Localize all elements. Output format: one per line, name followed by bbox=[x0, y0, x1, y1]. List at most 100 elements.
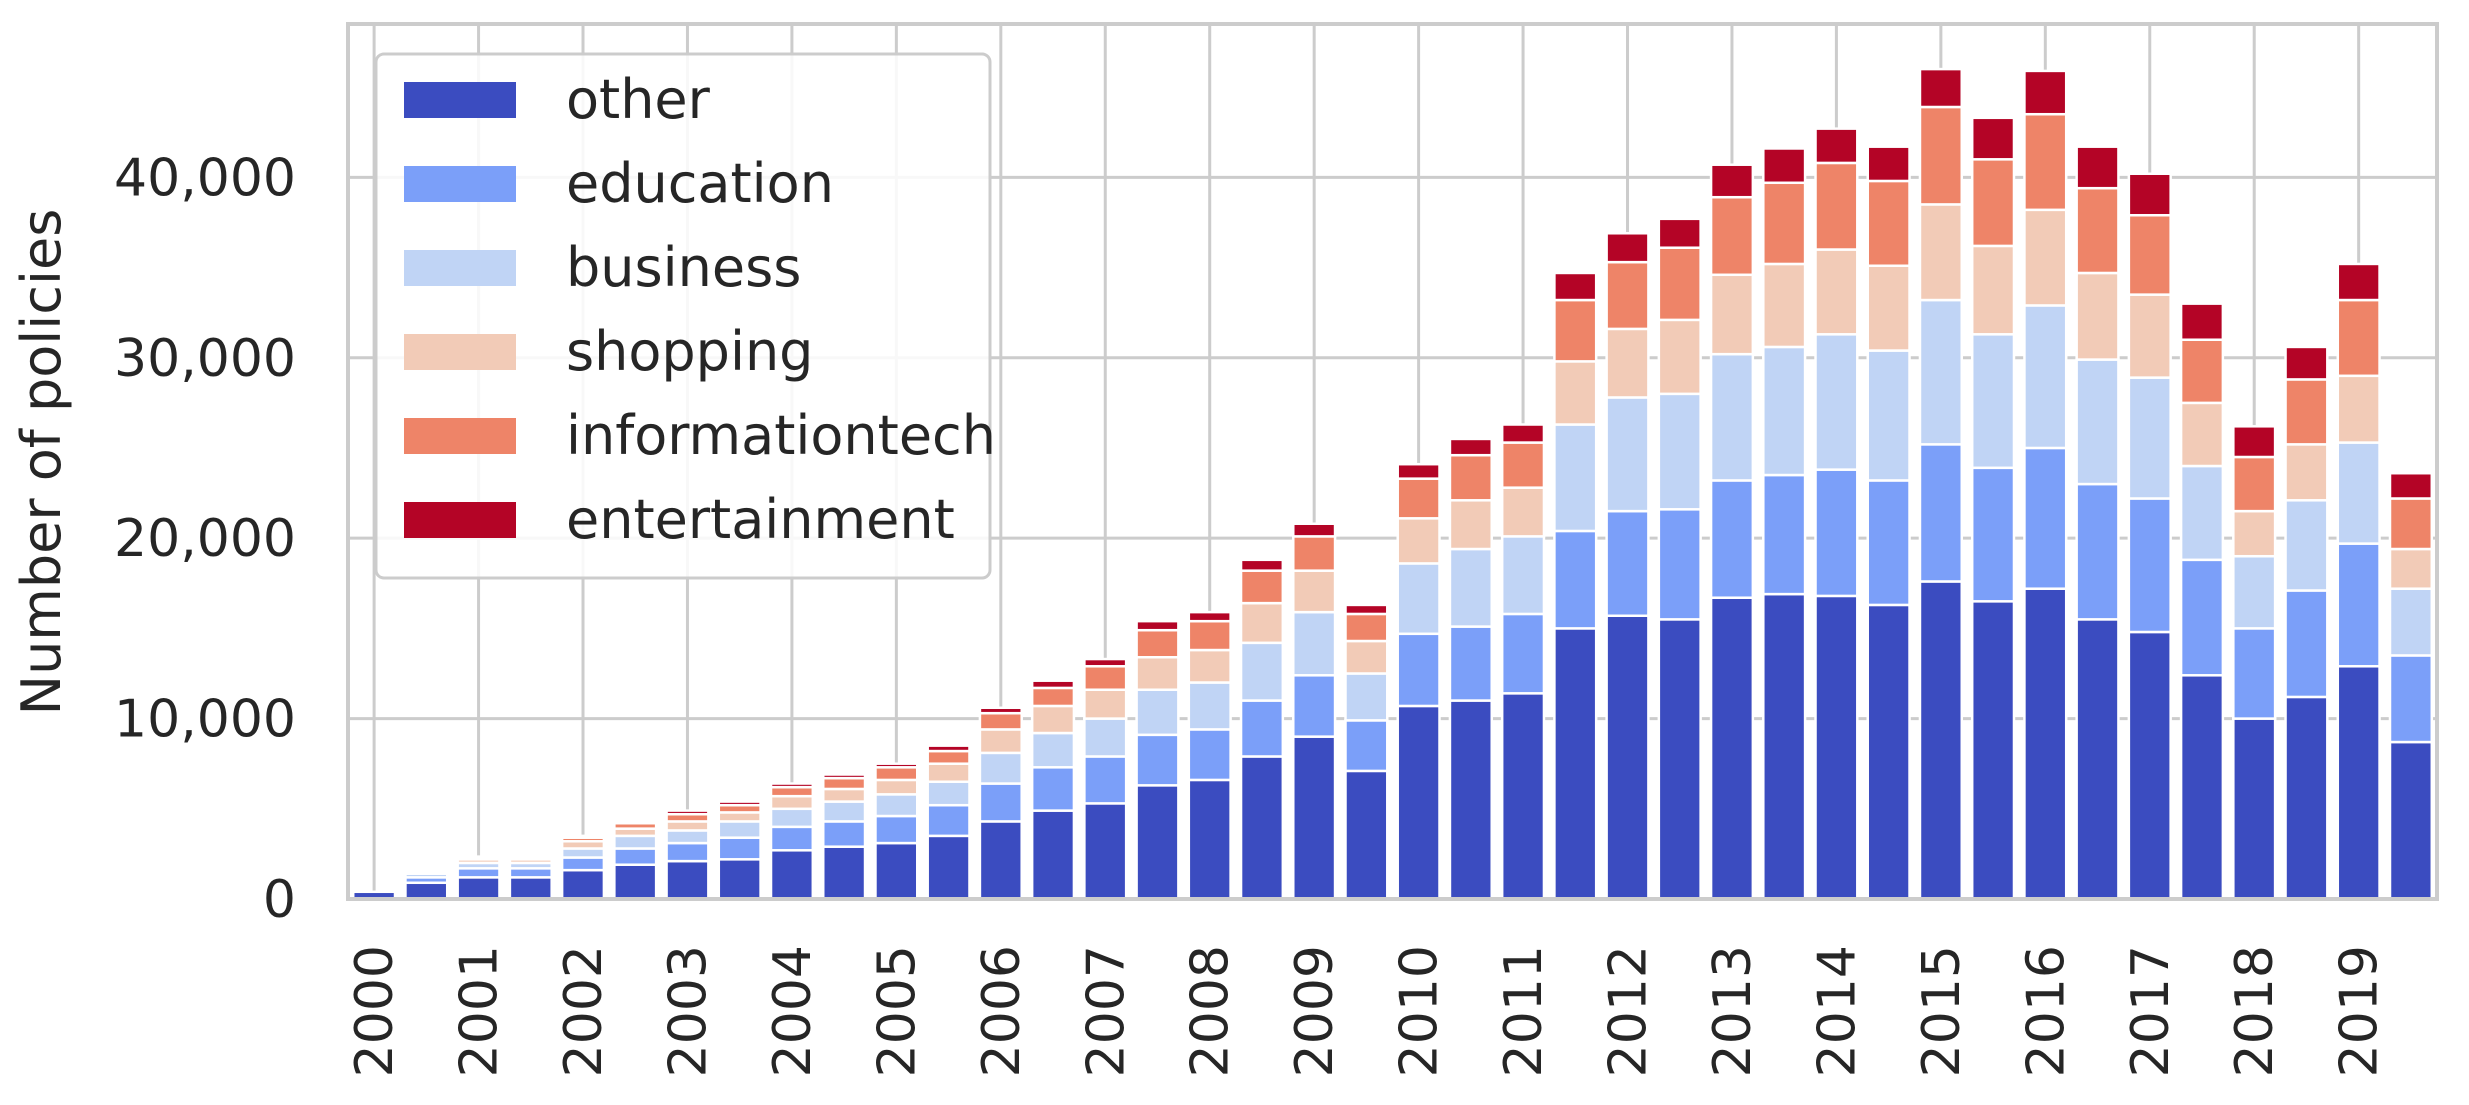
bar-informationtech-2018a bbox=[2232, 455, 2277, 513]
bar-shopping-2012a bbox=[1605, 327, 1650, 399]
bar-shopping-2005b bbox=[926, 762, 971, 783]
x-tick-label-2005: 2005 bbox=[867, 945, 927, 1077]
bar-informationtech-2010a bbox=[1396, 477, 1441, 520]
bar-education-2018a bbox=[2232, 627, 2277, 720]
bar-informationtech-2008b bbox=[1239, 569, 1285, 605]
bar-business-2006a bbox=[978, 751, 1023, 785]
bar-other-2019b bbox=[2388, 740, 2434, 901]
x-tick-label-2001: 2001 bbox=[450, 945, 510, 1077]
bar-other-2001a bbox=[456, 876, 501, 901]
bar-education-2014a bbox=[1814, 468, 1859, 598]
bar-business-2004b bbox=[821, 800, 867, 823]
bar-education-2005a bbox=[874, 814, 919, 845]
bar-education-2007b bbox=[1135, 733, 1180, 787]
bar-shopping-2014a bbox=[1814, 248, 1859, 336]
bar-business-2009b bbox=[1344, 672, 1389, 722]
bar-business-2003b bbox=[717, 820, 762, 839]
bar-business-2007a bbox=[1083, 717, 1128, 758]
bar-education-2001a bbox=[456, 867, 501, 879]
bar-education-2016a bbox=[2023, 446, 2068, 590]
legend: other education business shopping informatio… bbox=[374, 52, 996, 580]
x-tick-label-2010: 2010 bbox=[1390, 945, 1450, 1077]
bar-informationtech-2005b bbox=[926, 749, 971, 765]
bar-education-2017a bbox=[2127, 497, 2172, 634]
bar-informationtech-2016b bbox=[2075, 186, 2120, 275]
legend-swatch-informationtech bbox=[404, 418, 516, 454]
bar-shopping-2007a bbox=[1083, 688, 1128, 720]
bar-entertainment-2006a bbox=[978, 706, 1023, 715]
bar-shopping-2015a bbox=[1918, 203, 1964, 302]
bar-education-2015b bbox=[1970, 466, 2016, 603]
bar-entertainment-2014b bbox=[1866, 145, 1911, 183]
x-tick-label-2018: 2018 bbox=[2225, 945, 2285, 1077]
y-tick-label-3: 30,000 bbox=[114, 329, 296, 389]
bar-informationtech-2012b bbox=[1657, 246, 1702, 322]
bar-education-2002a bbox=[560, 856, 606, 872]
bar-business-2010a bbox=[1396, 562, 1441, 636]
bar-business-2002b bbox=[613, 834, 658, 850]
bar-shopping-2017b bbox=[2179, 401, 2225, 468]
bar-education-2009a bbox=[1292, 674, 1337, 738]
bar-business-2015b bbox=[1970, 333, 2016, 470]
bar-education-2003a bbox=[665, 841, 710, 863]
x-tick-label-2017: 2017 bbox=[2121, 945, 2181, 1077]
bar-entertainment-2018a bbox=[2232, 425, 2277, 459]
bar-informationtech-2014a bbox=[1814, 161, 1859, 251]
bar-other-2001b bbox=[508, 876, 553, 901]
y-tick-label-0: 0 bbox=[263, 870, 296, 930]
bar-business-2016a bbox=[2023, 304, 2068, 450]
legend-label-education: education bbox=[566, 152, 834, 215]
x-tick-label-2006: 2006 bbox=[972, 945, 1032, 1077]
y-tick-label-1: 10,000 bbox=[114, 690, 296, 750]
bar-informationtech-2015b bbox=[1970, 158, 2016, 248]
legend-swatch-shopping bbox=[404, 334, 516, 370]
bar-other-2006a bbox=[978, 820, 1023, 901]
bar-entertainment-2001b bbox=[508, 855, 553, 859]
bar-business-2010b bbox=[1448, 547, 1493, 628]
bar-other-2017b bbox=[2179, 674, 2225, 901]
bar-entertainment-2015a bbox=[1918, 67, 1964, 109]
x-tick-label-2004: 2004 bbox=[763, 945, 823, 1077]
bar-informationtech-2019b bbox=[2388, 497, 2434, 551]
bar-education-2012a bbox=[1605, 509, 1650, 618]
bar-entertainment-2011b bbox=[1553, 271, 1598, 302]
legend-label-informationtech: informationtech bbox=[566, 404, 996, 467]
bar-shopping-2004a bbox=[769, 794, 815, 811]
bar-other-2009b bbox=[1344, 769, 1389, 901]
bar-other-2003a bbox=[665, 859, 710, 901]
bar-education-2017b bbox=[2179, 558, 2225, 677]
bar-entertainment-2013b bbox=[1762, 147, 1807, 185]
bar-business-2005b bbox=[926, 780, 971, 807]
bar-education-2008a bbox=[1187, 728, 1232, 782]
bar-other-2005a bbox=[874, 841, 919, 901]
bar-business-2017b bbox=[2179, 464, 2225, 562]
bar-business-2018a bbox=[2232, 554, 2277, 630]
bar-entertainment-2005b bbox=[926, 744, 971, 753]
bar-other-2010a bbox=[1396, 704, 1441, 901]
bar-shopping-2006b bbox=[1030, 704, 1076, 735]
bar-shopping-2018a bbox=[2232, 509, 2277, 558]
bar-shopping-2009b bbox=[1344, 639, 1389, 675]
bar-education-2001b bbox=[508, 867, 553, 879]
bar-other-2015a bbox=[1918, 580, 1964, 901]
legend-swatch-business bbox=[404, 250, 516, 286]
bar-education-2019b bbox=[2388, 654, 2434, 744]
bar-education-2016b bbox=[2075, 482, 2120, 621]
y-axis-ticks: 0 10,000 20,000 30,000 40,000 bbox=[114, 148, 296, 930]
bar-education-2006a bbox=[978, 782, 1023, 823]
bar-education-2019a bbox=[2336, 542, 2381, 668]
bar-informationtech-2011a bbox=[1500, 441, 1546, 489]
bar-informationtech-2011b bbox=[1553, 298, 1598, 363]
bar-entertainment-2003a bbox=[665, 809, 710, 816]
bar-shopping-2010a bbox=[1396, 517, 1441, 565]
bar-education-2010b bbox=[1448, 625, 1493, 702]
bar-business-2011a bbox=[1500, 535, 1546, 616]
legend-swatch-education bbox=[404, 166, 516, 202]
bar-entertainment-2012a bbox=[1605, 232, 1650, 264]
bar-entertainment-2019a bbox=[2336, 262, 2381, 302]
bar-other-2016b bbox=[2075, 618, 2120, 901]
bar-other-2018a bbox=[2232, 717, 2277, 901]
bar-entertainment-2004b bbox=[821, 773, 867, 780]
bar-business-2019a bbox=[2336, 441, 2381, 545]
bar-informationtech-2015a bbox=[1918, 105, 1964, 206]
